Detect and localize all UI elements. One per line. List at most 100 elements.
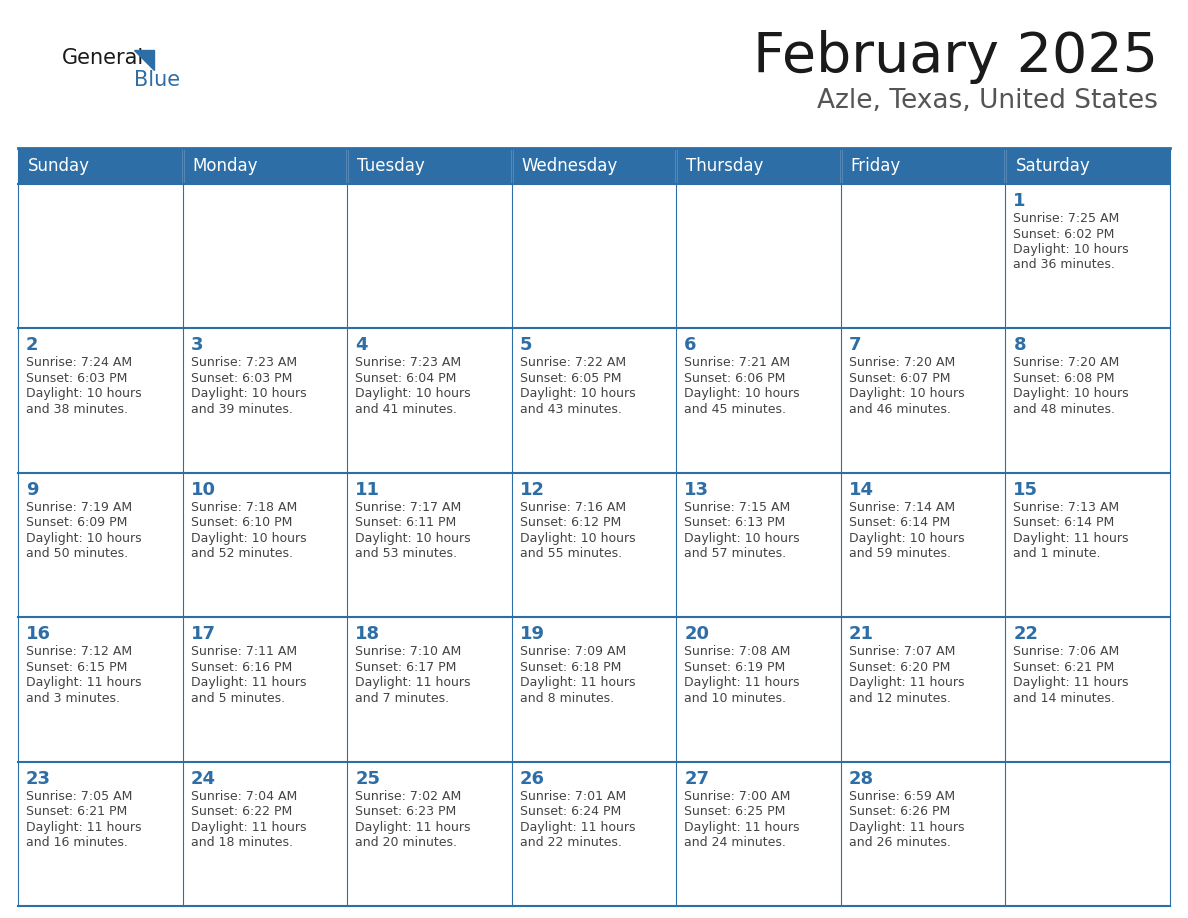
Text: Daylight: 11 hours: Daylight: 11 hours [355,677,470,689]
Text: Sunrise: 7:02 AM: Sunrise: 7:02 AM [355,789,461,802]
Text: 10: 10 [190,481,215,498]
Text: and 26 minutes.: and 26 minutes. [849,836,950,849]
Text: Sunrise: 7:05 AM: Sunrise: 7:05 AM [26,789,132,802]
Text: Sunday: Sunday [29,157,90,175]
Text: Daylight: 11 hours: Daylight: 11 hours [190,821,307,834]
Text: 13: 13 [684,481,709,498]
Text: and 1 minute.: and 1 minute. [1013,547,1101,560]
Bar [18,473,183,617]
Text: Sunset: 6:18 PM: Sunset: 6:18 PM [519,661,621,674]
Bar [347,762,512,906]
Text: 8: 8 [1013,336,1026,354]
Text: Daylight: 10 hours: Daylight: 10 hours [355,387,470,400]
Text: Sunrise: 7:23 AM: Sunrise: 7:23 AM [355,356,461,369]
Bar [18,184,183,329]
Text: Sunset: 6:22 PM: Sunset: 6:22 PM [190,805,292,818]
Text: Daylight: 11 hours: Daylight: 11 hours [1013,532,1129,544]
Text: 18: 18 [355,625,380,644]
Text: 16: 16 [26,625,51,644]
Bar [841,617,1005,762]
Text: Sunrise: 6:59 AM: Sunrise: 6:59 AM [849,789,955,802]
Text: Daylight: 10 hours: Daylight: 10 hours [849,387,965,400]
Text: Sunrise: 7:23 AM: Sunrise: 7:23 AM [190,356,297,369]
Bar [512,148,676,184]
Text: 7: 7 [849,336,861,354]
Bar [183,184,347,329]
Bar [183,617,347,762]
Bar [183,473,347,617]
Text: and 50 minutes.: and 50 minutes. [26,547,128,560]
Text: Sunset: 6:03 PM: Sunset: 6:03 PM [26,372,127,385]
Text: Daylight: 11 hours: Daylight: 11 hours [684,821,800,834]
Text: Sunrise: 7:11 AM: Sunrise: 7:11 AM [190,645,297,658]
Text: Friday: Friday [851,157,902,175]
Bar [18,762,183,906]
Text: Sunrise: 7:25 AM: Sunrise: 7:25 AM [1013,212,1119,225]
Text: and 24 minutes.: and 24 minutes. [684,836,786,849]
Text: Sunset: 6:21 PM: Sunset: 6:21 PM [26,805,127,818]
Text: 9: 9 [26,481,38,498]
Text: 20: 20 [684,625,709,644]
Text: Sunrise: 7:18 AM: Sunrise: 7:18 AM [190,501,297,514]
Text: 14: 14 [849,481,874,498]
Text: Sunrise: 7:21 AM: Sunrise: 7:21 AM [684,356,790,369]
Text: 6: 6 [684,336,697,354]
Text: Azle, Texas, United States: Azle, Texas, United States [817,88,1158,114]
Text: 27: 27 [684,769,709,788]
Bar [1005,329,1170,473]
Text: 1: 1 [1013,192,1026,210]
Text: and 20 minutes.: and 20 minutes. [355,836,457,849]
Text: and 38 minutes.: and 38 minutes. [26,403,128,416]
Text: Daylight: 11 hours: Daylight: 11 hours [519,821,636,834]
Text: Daylight: 11 hours: Daylight: 11 hours [849,677,965,689]
Text: and 55 minutes.: and 55 minutes. [519,547,621,560]
Text: Sunset: 6:02 PM: Sunset: 6:02 PM [1013,228,1114,241]
Text: and 22 minutes.: and 22 minutes. [519,836,621,849]
Bar [676,329,841,473]
Text: and 10 minutes.: and 10 minutes. [684,691,786,705]
Text: 23: 23 [26,769,51,788]
Text: 12: 12 [519,481,545,498]
Bar [841,762,1005,906]
Text: Sunrise: 7:12 AM: Sunrise: 7:12 AM [26,645,132,658]
Text: Daylight: 10 hours: Daylight: 10 hours [26,532,141,544]
Text: 22: 22 [1013,625,1038,644]
Text: Daylight: 10 hours: Daylight: 10 hours [519,387,636,400]
Bar [841,473,1005,617]
Text: Daylight: 10 hours: Daylight: 10 hours [1013,243,1129,256]
Text: Sunset: 6:08 PM: Sunset: 6:08 PM [1013,372,1114,385]
Text: Daylight: 10 hours: Daylight: 10 hours [519,532,636,544]
Bar [841,184,1005,329]
Bar [347,473,512,617]
Text: Daylight: 11 hours: Daylight: 11 hours [1013,677,1129,689]
Bar [676,473,841,617]
Bar [347,617,512,762]
Text: Sunrise: 7:22 AM: Sunrise: 7:22 AM [519,356,626,369]
Text: Sunset: 6:04 PM: Sunset: 6:04 PM [355,372,456,385]
Text: and 46 minutes.: and 46 minutes. [849,403,950,416]
Text: General: General [62,48,144,68]
Text: Sunset: 6:24 PM: Sunset: 6:24 PM [519,805,621,818]
Text: 17: 17 [190,625,215,644]
Text: Sunset: 6:14 PM: Sunset: 6:14 PM [1013,516,1114,530]
Text: 25: 25 [355,769,380,788]
Text: Daylight: 11 hours: Daylight: 11 hours [26,677,141,689]
Bar [512,762,676,906]
Bar [512,473,676,617]
Bar [183,329,347,473]
Text: and 59 minutes.: and 59 minutes. [849,547,950,560]
Text: and 43 minutes.: and 43 minutes. [519,403,621,416]
Text: 3: 3 [190,336,203,354]
Text: Sunrise: 7:13 AM: Sunrise: 7:13 AM [1013,501,1119,514]
Bar [676,184,841,329]
Text: 28: 28 [849,769,874,788]
Text: Daylight: 10 hours: Daylight: 10 hours [190,387,307,400]
Text: and 48 minutes.: and 48 minutes. [1013,403,1116,416]
Text: Sunrise: 7:14 AM: Sunrise: 7:14 AM [849,501,955,514]
Text: Sunrise: 7:24 AM: Sunrise: 7:24 AM [26,356,132,369]
Text: Daylight: 11 hours: Daylight: 11 hours [355,821,470,834]
Text: Sunset: 6:17 PM: Sunset: 6:17 PM [355,661,456,674]
Bar [18,329,183,473]
Text: Sunrise: 7:20 AM: Sunrise: 7:20 AM [1013,356,1119,369]
Text: Thursday: Thursday [687,157,764,175]
